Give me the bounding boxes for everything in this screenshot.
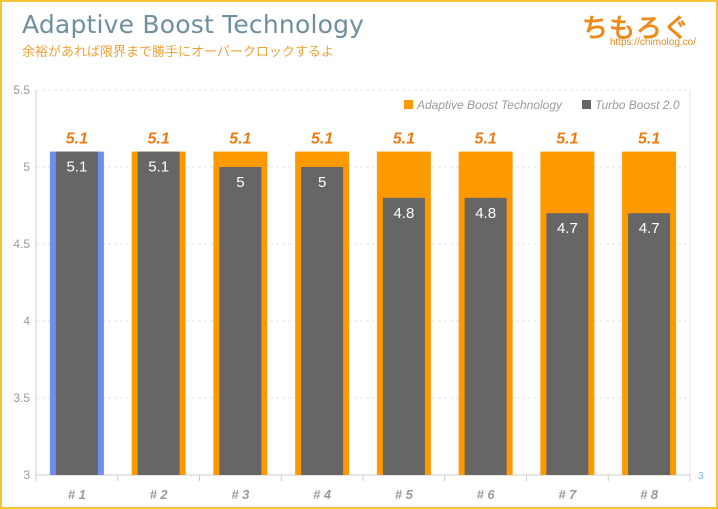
bar-turbo-boost <box>219 167 262 475</box>
y-tick-label: 4.5 <box>13 237 30 251</box>
data-label-turbo-boost: 4.8 <box>393 205 414 222</box>
x-tick-label: # 5 <box>395 487 414 502</box>
y-tick-label: 3 <box>23 468 30 482</box>
data-label-turbo-boost: 5.1 <box>66 159 87 176</box>
data-label-adaptive-boost: 5.1 <box>229 131 251 148</box>
data-label-turbo-boost: 5 <box>318 174 326 191</box>
data-label-turbo-boost: 5.1 <box>148 159 169 176</box>
data-label-turbo-boost: 4.7 <box>557 220 578 237</box>
x-tick-label: # 8 <box>640 487 659 502</box>
legend-label-abt: Adaptive Boost Technology <box>416 98 563 112</box>
bar-turbo-boost <box>301 167 344 475</box>
x-tick-label: # 4 <box>313 487 332 502</box>
data-label-adaptive-boost: 5.1 <box>148 131 170 148</box>
y-tick-label: 4 <box>23 314 30 328</box>
site-logo: ちもろぐ <box>581 14 690 44</box>
data-label-adaptive-boost: 5.1 <box>556 131 578 148</box>
chart-title: Adaptive Boost Technology <box>22 10 365 39</box>
legend-swatch-tb <box>582 100 591 109</box>
chart-subtitle: 余裕があれば限界まで勝手にオーバークロックするよ <box>22 45 334 60</box>
data-label-turbo-boost: 4.8 <box>475 205 496 222</box>
x-tick-label: # 1 <box>68 487 86 502</box>
bar-turbo-boost <box>628 213 671 475</box>
bar-turbo-boost <box>382 197 425 476</box>
data-label-turbo-boost: 5 <box>236 174 244 191</box>
bar-turbo-boost <box>464 197 507 476</box>
labels: 5.1 5.1 # 1 5.1 5.1 # 2 5.1 5 # 3 5.1 5 # 4 5.1 4.8 # … <box>66 131 661 502</box>
bar-turbo-boost <box>55 151 98 475</box>
y-tick-label: 5 <box>23 160 30 174</box>
data-label-turbo-boost: 4.7 <box>639 220 660 237</box>
y-tick-label: 3.5 <box>13 391 30 405</box>
data-label-adaptive-boost: 5.1 <box>393 131 415 148</box>
bar-turbo-boost <box>546 213 589 475</box>
legend-label-tb: Turbo Boost 2.0 <box>595 98 680 112</box>
data-label-adaptive-boost: 5.1 <box>638 131 660 148</box>
bars <box>49 151 677 476</box>
bar-turbo-boost <box>137 151 180 475</box>
x-tick-label: # 7 <box>558 487 577 502</box>
x-tick-label: # 6 <box>477 487 496 502</box>
data-label-adaptive-boost: 5.1 <box>475 131 497 148</box>
y-tick-label: 5.5 <box>13 83 30 97</box>
legend: Adaptive Boost Technology Turbo Boost 2.… <box>404 98 680 112</box>
right-axis-label: 3 <box>698 471 704 482</box>
legend-swatch-abt <box>404 100 413 109</box>
site-url: https://chimolog.co/ <box>609 37 696 48</box>
x-tick-label: # 3 <box>231 487 250 502</box>
data-label-adaptive-boost: 5.1 <box>66 131 88 148</box>
x-tick-label: # 2 <box>150 487 169 502</box>
data-label-adaptive-boost: 5.1 <box>311 131 333 148</box>
